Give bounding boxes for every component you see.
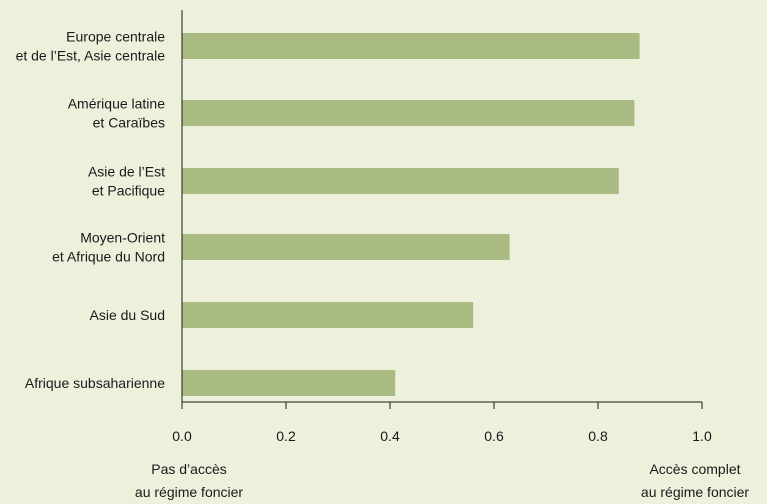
x-tick-label-3: 0.6	[484, 428, 504, 444]
category-label-1: Amérique latine et Caraïbes	[68, 96, 165, 131]
x-axis: 0.0 0.2 0.4 0.6 0.8 1.0	[172, 10, 712, 444]
x-tick-label-4: 0.8	[588, 428, 608, 444]
x-tick-label-5: 1.0	[692, 428, 712, 444]
category-label-5: Afrique subsaharienne	[25, 375, 165, 391]
x-tick-label-0: 0.0	[172, 428, 192, 444]
bar-0	[182, 33, 640, 59]
bar-2	[182, 168, 619, 194]
bars-group	[182, 33, 640, 396]
bar-5	[182, 370, 396, 396]
category-label-2: Asie de l’Est et Pacifique	[88, 164, 165, 199]
bar-3	[182, 234, 510, 260]
category-labels: Europe centrale et de l’Est, Asie central…	[16, 29, 166, 392]
x-tick-label-2: 0.4	[380, 428, 400, 444]
category-label-0: Europe centrale et de l’Est, Asie central…	[16, 29, 166, 64]
bar-4	[182, 302, 474, 328]
axis-end-labels: Pas d’accès au régime foncier Accès comple…	[135, 461, 750, 500]
x-tick-label-1: 0.2	[276, 428, 296, 444]
bar-1	[182, 100, 635, 126]
category-label-4: Asie du Sud	[90, 307, 166, 323]
right-end-label: Accès complet au régime foncier	[641, 461, 750, 500]
category-label-3: Moyen-Orient et Afrique du Nord	[52, 230, 165, 265]
left-end-label: Pas d’accès au régime foncier	[135, 461, 244, 500]
